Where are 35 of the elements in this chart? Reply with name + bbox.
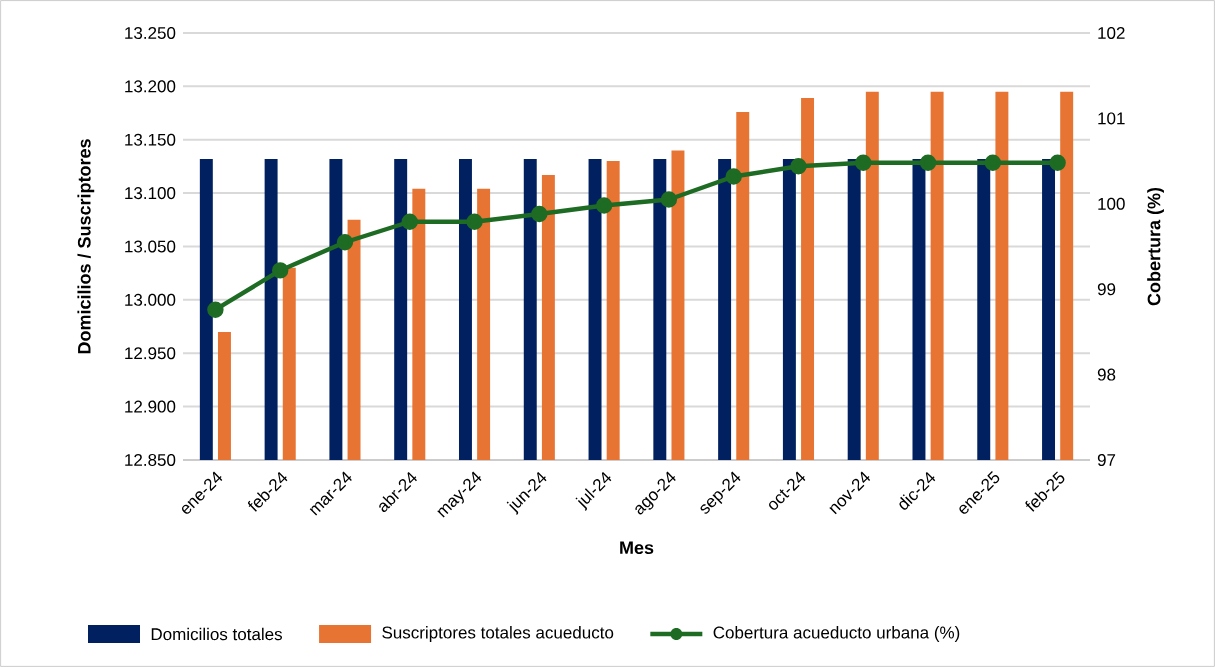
y-tick-label: 13.250 — [125, 26, 176, 39]
y2-axis-title: Cobertura (%) — [1147, 187, 1164, 306]
y-tick-label: 13.150 — [125, 133, 176, 146]
point — [401, 213, 418, 230]
y2-tick-label: 98 — [1097, 368, 1116, 381]
y-tick-label: 13.000 — [125, 293, 176, 306]
y-tick-label: 13.050 — [125, 240, 176, 253]
point — [466, 213, 483, 230]
y-tick-label: 12.950 — [125, 347, 176, 360]
y-axis-title: Domicilios / Suscriptores — [77, 139, 95, 354]
point — [595, 197, 613, 214]
point — [919, 154, 937, 171]
point — [725, 168, 742, 185]
y-tick-label: 12.850 — [125, 453, 176, 466]
point — [336, 234, 354, 251]
point — [531, 205, 548, 223]
point — [984, 154, 1002, 171]
point — [207, 301, 224, 318]
y-tick-label: 12.900 — [125, 400, 176, 413]
point — [660, 191, 678, 208]
point — [271, 262, 289, 279]
point — [1049, 154, 1066, 171]
y-tick-label: 13.200 — [125, 80, 176, 93]
legend-label: Cobertura acueducto urbana (%) — [713, 626, 960, 642]
y2-tick-label: 101 — [1098, 112, 1125, 125]
point — [790, 158, 807, 175]
point — [855, 154, 872, 171]
legend-label: Domicilios totales — [151, 627, 282, 641]
x-axis-title: Mes — [620, 541, 654, 555]
y2-tick-label: 100 — [1098, 197, 1125, 210]
y2-tick-label: 97 — [1097, 453, 1116, 466]
y-tick-label: 13.100 — [125, 187, 176, 200]
y2-tick-label: 102 — [1098, 26, 1125, 40]
y2-tick-label: 99 — [1097, 283, 1116, 296]
legend-label: Suscriptores totales acueducto — [382, 626, 614, 642]
